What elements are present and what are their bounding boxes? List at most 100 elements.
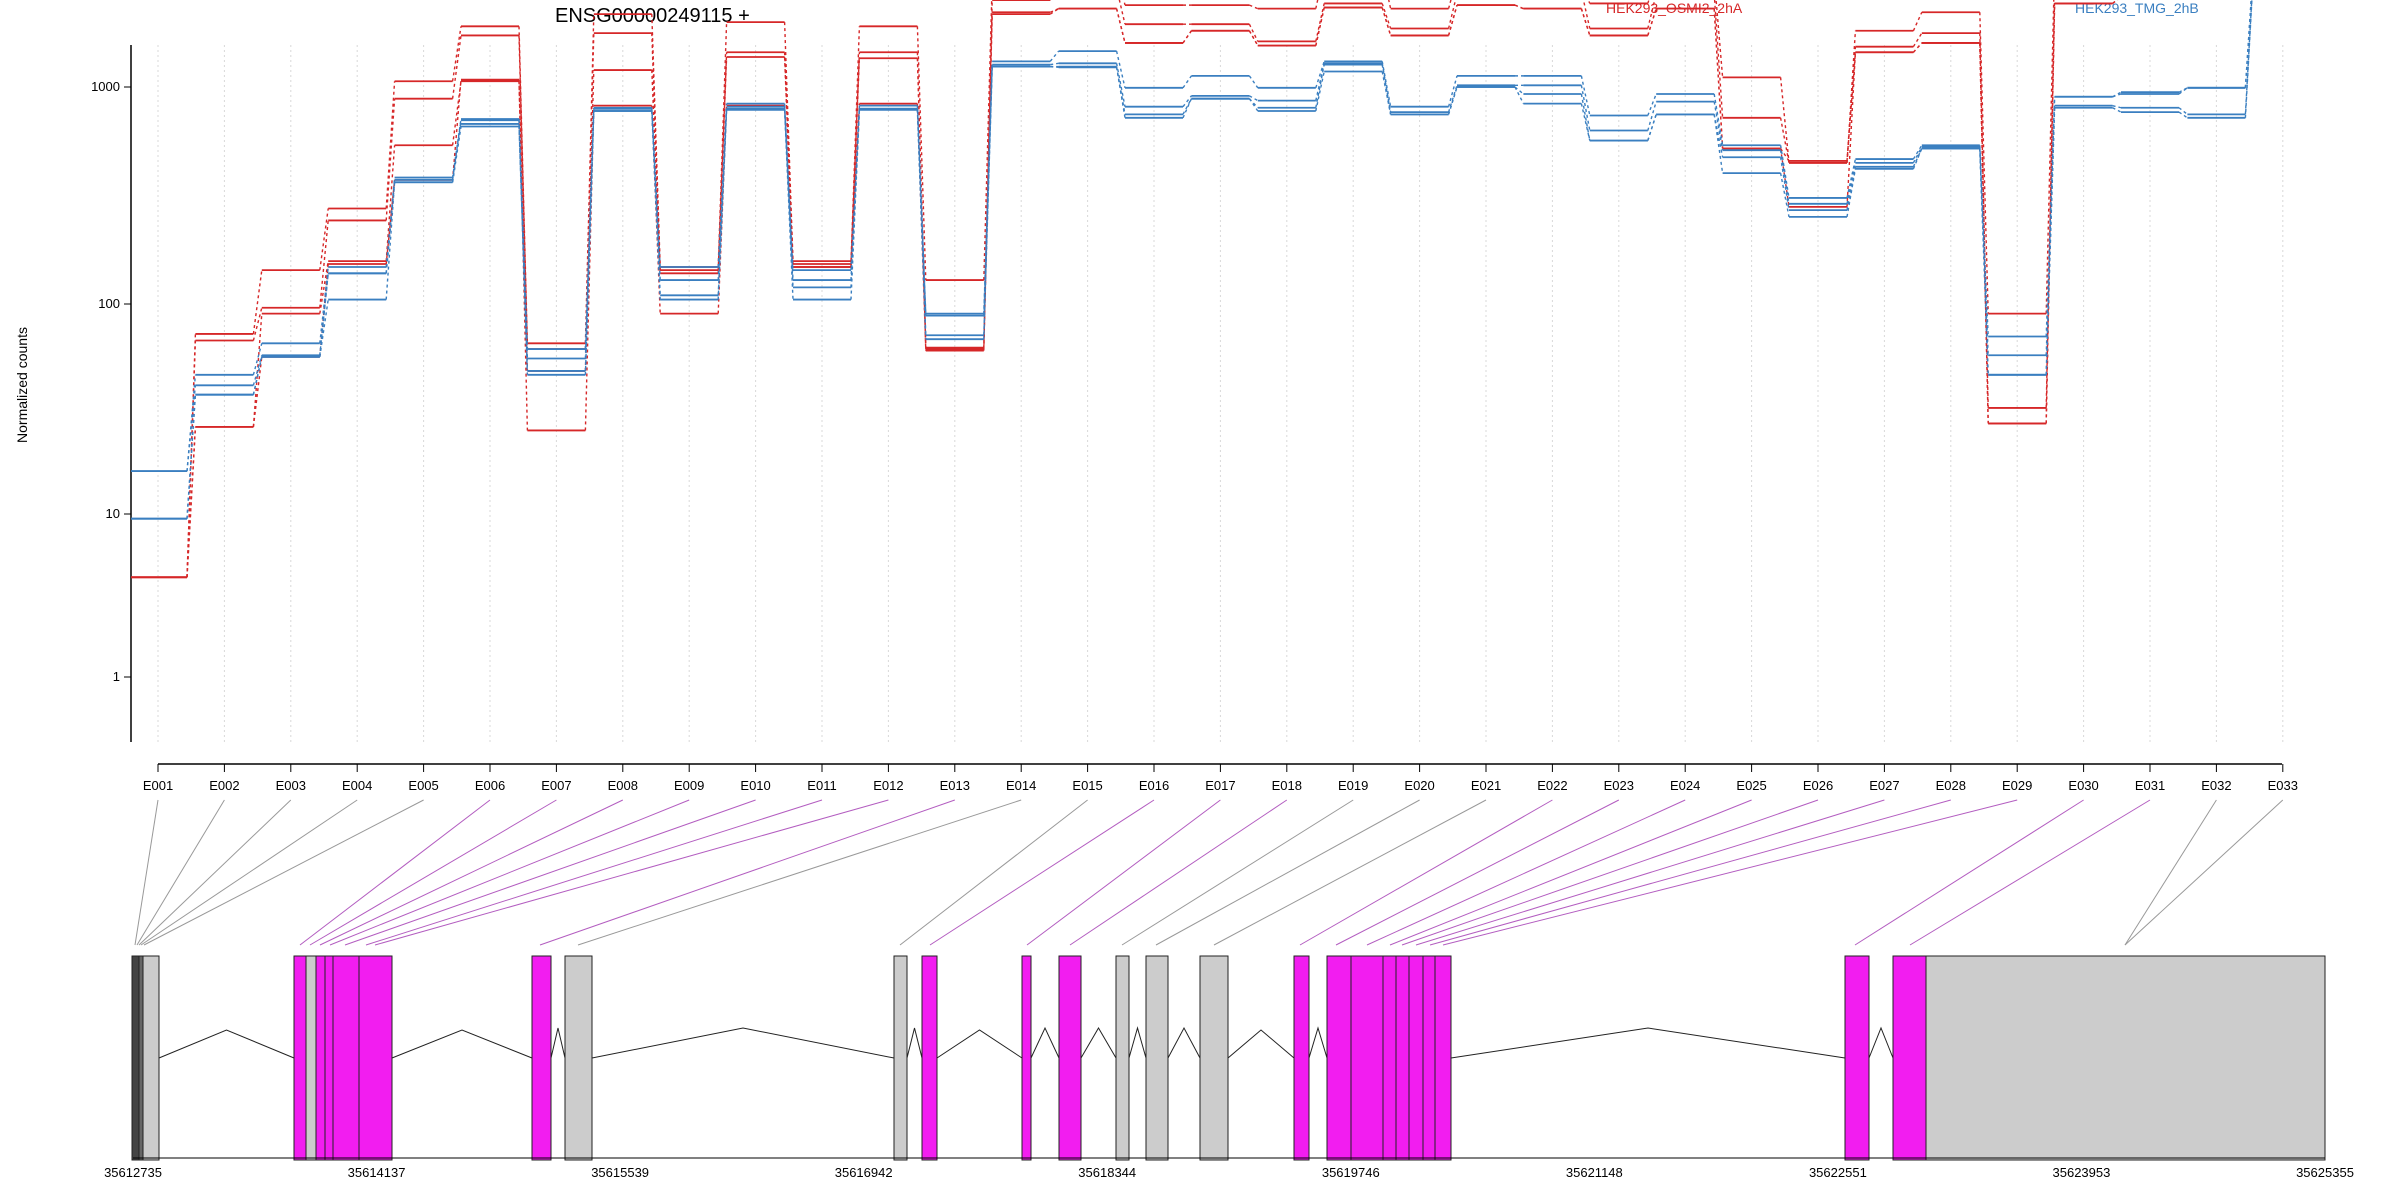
x-tick-label: E025 <box>1736 778 1766 793</box>
series-connector <box>1315 3 1325 42</box>
x-tick-label: E002 <box>209 778 239 793</box>
exon-connector-lines <box>134 799 2284 946</box>
series-connector <box>2045 3 2056 424</box>
series-connector <box>1050 62 1059 66</box>
series-connector <box>717 22 728 268</box>
intron-line <box>391 1029 533 1059</box>
exon-box <box>138 955 144 1161</box>
series-connector <box>1846 162 1857 204</box>
series-connector <box>983 0 993 348</box>
series-connector <box>1779 157 1790 211</box>
intron-line <box>936 1029 1023 1059</box>
intron-line <box>1308 1026 1328 1059</box>
series-connector <box>1115 50 1126 88</box>
x-tick-label: E027 <box>1869 778 1899 793</box>
vertical-gridlines <box>157 45 2284 742</box>
series-connector <box>2178 87 2188 95</box>
exon-box <box>1408 955 1424 1161</box>
series-connector <box>451 81 462 146</box>
series-connector <box>1315 64 1325 108</box>
series-connector <box>1582 0 1591 29</box>
exon-connector <box>134 799 159 946</box>
series-connector <box>2178 111 2188 119</box>
legend-entry-tmg: HEK293_TMG_2hB <box>2075 0 2199 16</box>
series-connector <box>1381 3 1392 29</box>
gene-model <box>131 955 2326 1161</box>
x-tick-label: E004 <box>342 778 372 793</box>
series-connector <box>385 179 396 265</box>
y-axis-ticks: 1 10 100 1000 <box>91 79 131 684</box>
exon-box <box>324 955 334 1161</box>
series-connector <box>651 110 661 300</box>
series-connector <box>1713 8 1724 149</box>
x-tick-label: E028 <box>1936 778 1966 793</box>
series-connector <box>1580 75 1591 116</box>
series-connector <box>1050 65 1059 69</box>
genomic-tick-label: 35621148 <box>1566 1165 1623 1180</box>
series-connector <box>1979 12 1989 314</box>
series-connector <box>1182 95 1192 108</box>
exon-box <box>1844 955 1870 1161</box>
series-connector <box>651 70 661 274</box>
series-connector <box>451 79 462 180</box>
y-tick-label: 10 <box>106 506 120 521</box>
x-tick-label: E019 <box>1338 778 1368 793</box>
genomic-tick-label: 35623953 <box>2053 1165 2111 1180</box>
series-connector <box>1912 146 1923 164</box>
series-connector <box>1115 8 1126 44</box>
series-connector <box>2178 87 2188 93</box>
series-connector <box>1049 50 1060 62</box>
genomic-tick-label: 35616942 <box>835 1165 893 1180</box>
x-tick-label: E001 <box>143 778 173 793</box>
series-connector <box>584 110 595 375</box>
series-connector <box>783 103 794 271</box>
series-connector <box>1647 93 1657 116</box>
series-connector <box>1249 4 1259 10</box>
series-connector <box>2112 104 2122 109</box>
x-tick-label: E018 <box>1272 778 1302 793</box>
series-connector <box>2178 107 2188 115</box>
exon-box <box>1145 955 1169 1161</box>
exon-box <box>1434 955 1452 1161</box>
series-connector <box>584 110 595 371</box>
x-tick-label: E006 <box>475 778 505 793</box>
plot-axes <box>130 45 2282 765</box>
series-connector <box>850 52 861 265</box>
series-connector <box>1447 0 1457 29</box>
series-connector <box>1846 52 1857 207</box>
series-connector <box>850 108 861 281</box>
exon-box <box>131 955 140 1161</box>
exon-connector <box>309 799 557 946</box>
x-tick-label: E020 <box>1404 778 1434 793</box>
intron-line <box>906 1027 923 1059</box>
genomic-tick-label: 35614137 <box>348 1165 406 1180</box>
series-connector <box>451 118 462 178</box>
exon-connector <box>140 799 358 946</box>
series-connector <box>1388 0 1392 9</box>
series-connector <box>1912 144 1923 160</box>
series-connector <box>2244 0 2253 115</box>
exon-box <box>332 955 360 1161</box>
series-connector <box>1315 61 1325 89</box>
exon-box <box>1892 955 1927 1161</box>
exon-box <box>1021 955 1032 1161</box>
series-connector <box>1779 145 1790 199</box>
series-connector <box>1779 117 1790 163</box>
series-connector <box>1713 0 1724 118</box>
series-connector <box>584 33 595 350</box>
series-connector <box>385 177 396 268</box>
exon-box <box>1199 955 1229 1161</box>
genomic-tick-label: 35618344 <box>1078 1165 1136 1180</box>
series-connector <box>252 313 263 427</box>
series-connector <box>1447 4 1458 36</box>
series-connector <box>451 26 462 82</box>
exon-connector <box>329 799 690 946</box>
series-connector <box>1647 101 1657 131</box>
y-tick-label: 1000 <box>91 79 120 94</box>
series-connector <box>1248 75 1259 89</box>
series-connector <box>1713 93 1724 146</box>
exon-connector <box>929 799 1155 946</box>
exon-connector <box>1366 799 1686 946</box>
x-tick-label: E015 <box>1072 778 1102 793</box>
series-connector <box>518 123 529 371</box>
